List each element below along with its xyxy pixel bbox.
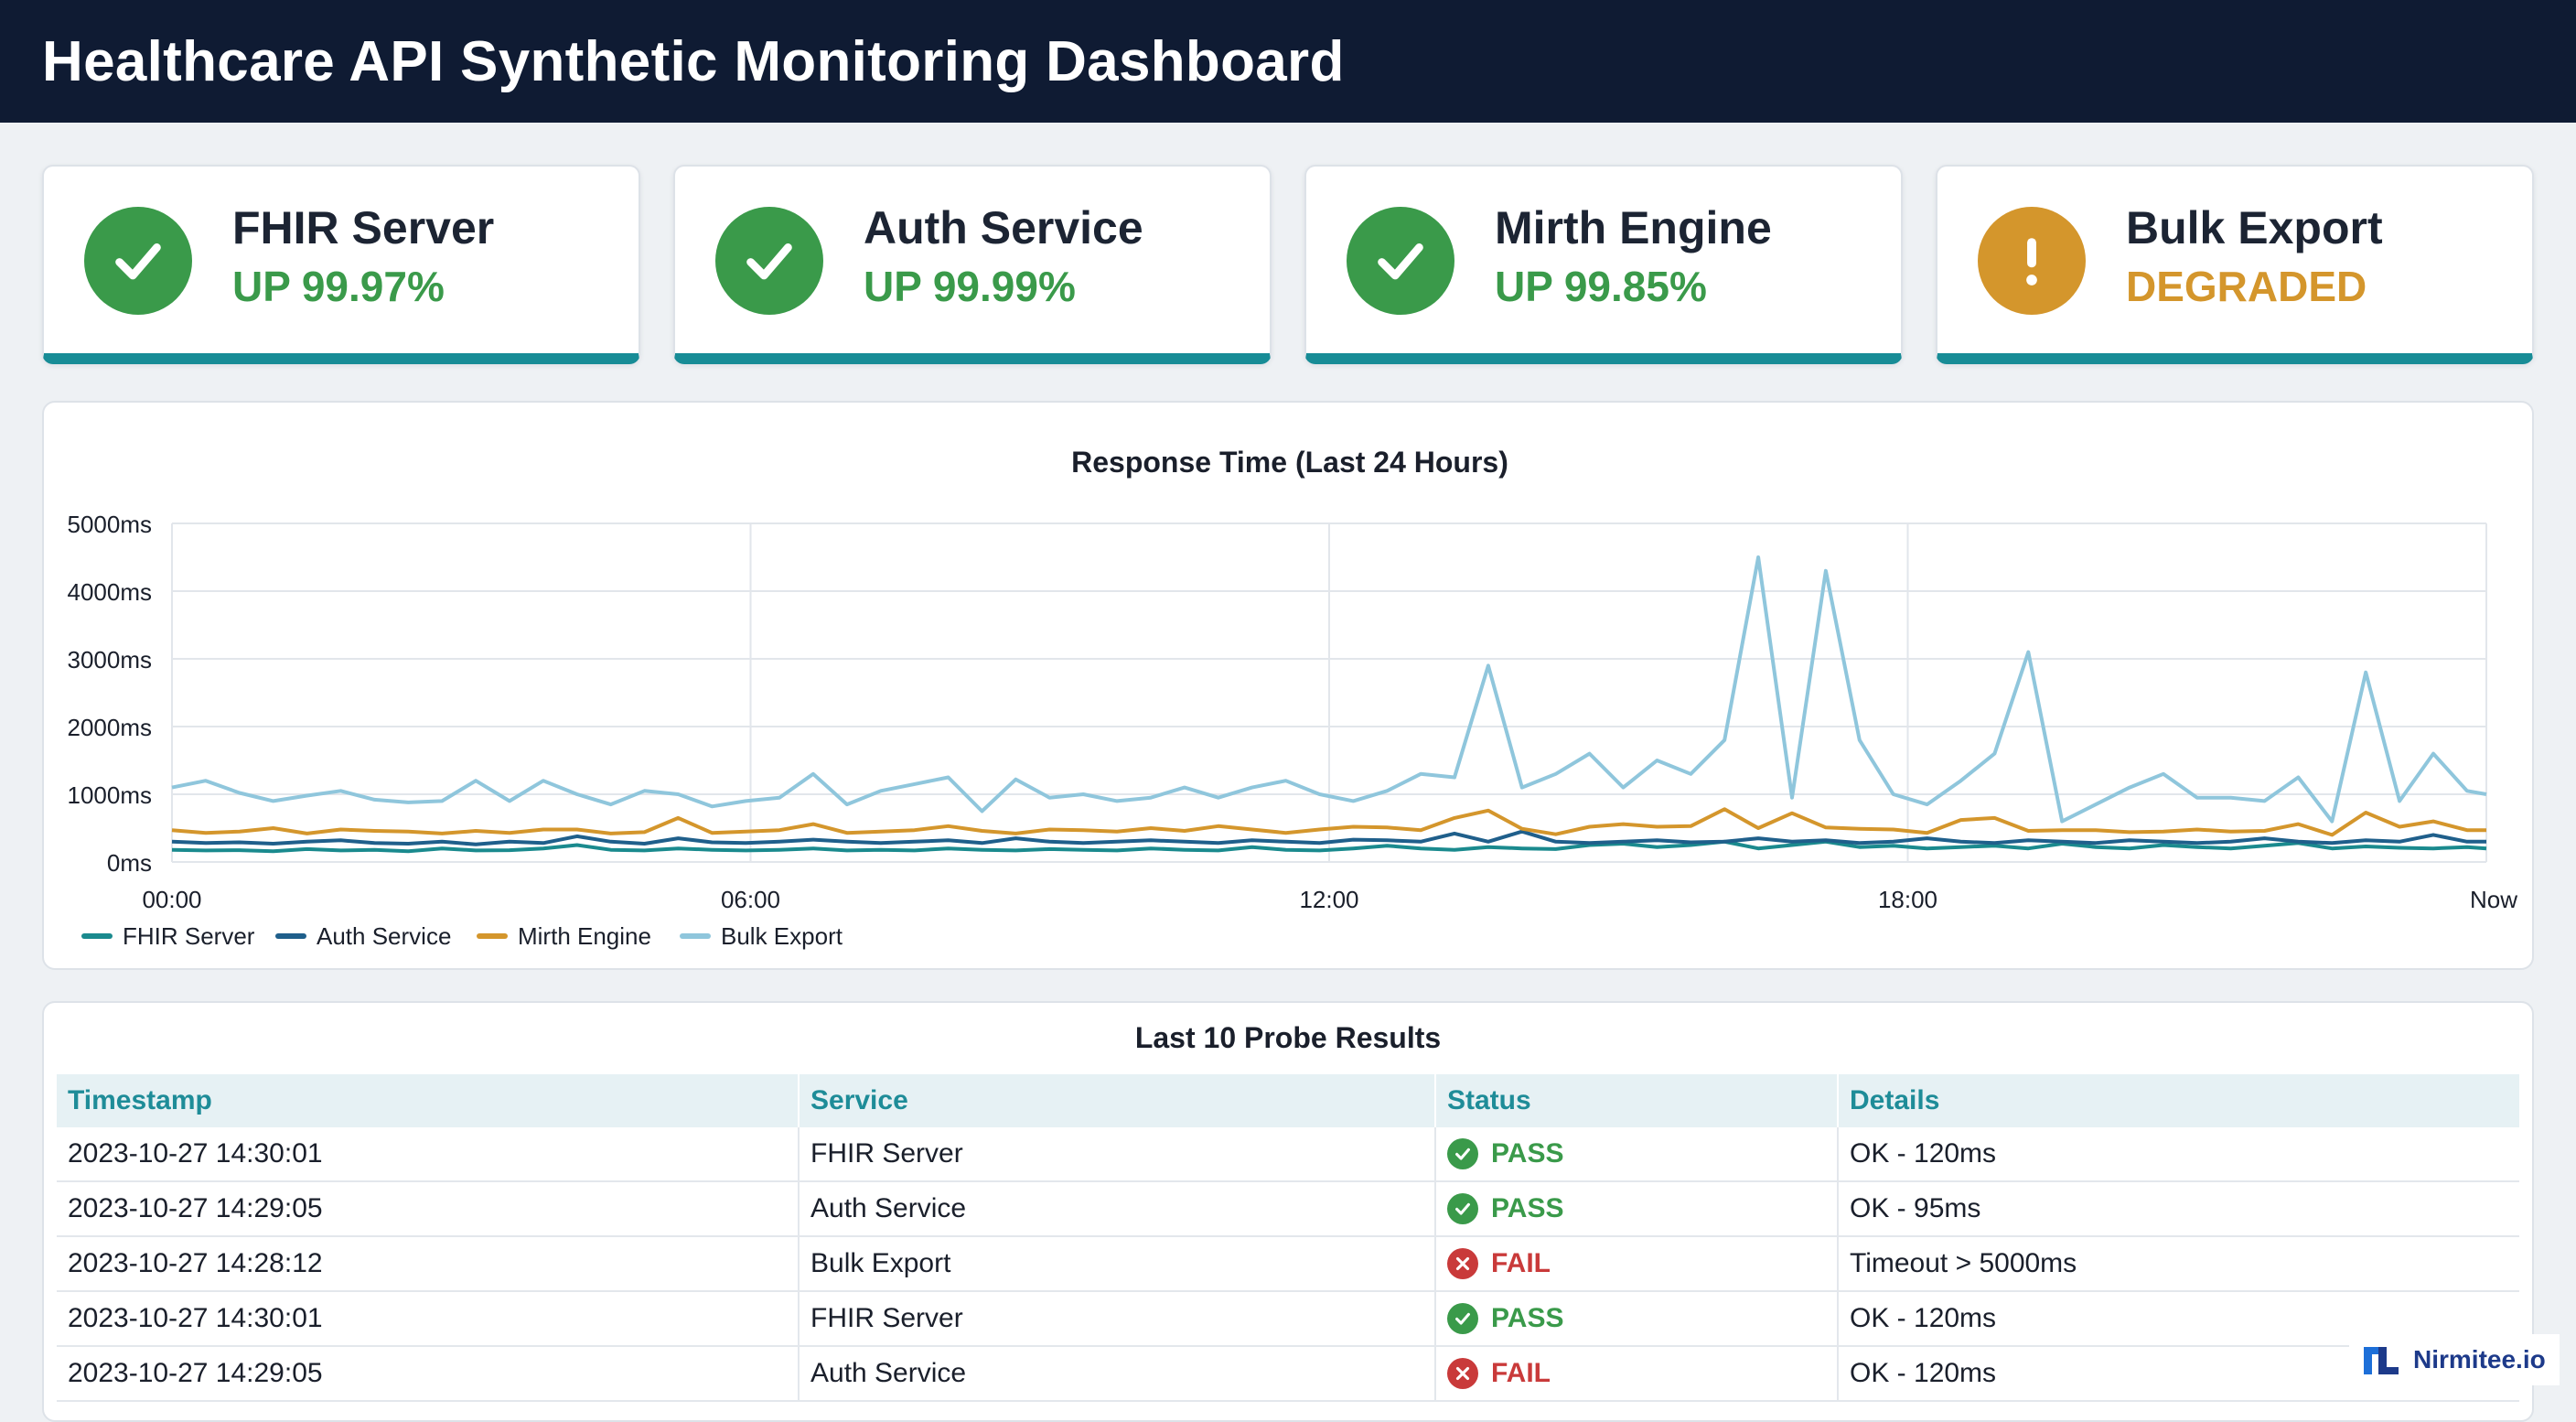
cell-details: OK - 120ms — [1838, 1346, 2519, 1402]
card-uptime-status: UP 99.85% — [1495, 263, 1707, 310]
table-row[interactable]: 2023-10-27 14:29:05 Auth Service FAIL OK - … — [57, 1346, 2519, 1402]
table-header-row: Timestamp Service Status Details — [57, 1074, 2519, 1127]
status-text: FAIL — [1491, 1248, 1551, 1278]
cell-details: Timeout > 5000ms — [1838, 1236, 2519, 1292]
legend-label: Auth Service — [317, 922, 451, 950]
status-text: PASS — [1491, 1193, 1564, 1223]
cell-details: OK - 120ms — [1838, 1127, 2519, 1182]
y-tick-label: 5000ms — [68, 511, 153, 538]
y-tick-label: 4000ms — [68, 578, 153, 606]
page-title: Healthcare API Synthetic Monitoring Dash… — [42, 29, 1345, 93]
response-time-chart: Response Time (Last 24 Hours) 0ms 1000ms 2… — [68, 446, 2518, 950]
cell-details: OK - 120ms — [1838, 1291, 2519, 1347]
y-tick-label: 2000ms — [68, 714, 153, 741]
app-header: Healthcare API Synthetic Monitoring Dash… — [0, 0, 2576, 123]
status-cards: FHIR Server UP 99.97% Auth Service UP 99… — [42, 165, 2534, 364]
y-tick-label: 0ms — [107, 849, 152, 877]
status-card-auth-service[interactable]: Auth Service UP 99.99% — [673, 165, 1272, 364]
table-row[interactable]: 2023-10-27 14:29:05 Auth Service PASS OK - … — [57, 1181, 2519, 1237]
cell-status: FAIL — [1435, 1346, 1839, 1402]
series-line-bulk-export — [171, 555, 2487, 824]
check-icon — [84, 207, 192, 315]
table-row[interactable]: 2023-10-27 14:30:01 FHIR Server PASS OK - 1… — [57, 1291, 2519, 1347]
card-service-name: Auth Service — [864, 202, 1143, 253]
status-card-fhir-server[interactable]: FHIR Server UP 99.97% — [42, 165, 640, 364]
check-circle-icon — [1447, 1303, 1478, 1334]
exclamation-icon — [1978, 207, 2086, 315]
x-tick-label: 00:00 — [142, 886, 201, 913]
series-line-mirth-engine — [171, 807, 2486, 837]
card-service-name: Bulk Export — [2126, 202, 2383, 253]
x-circle-icon — [1447, 1358, 1478, 1389]
cell-details: OK - 95ms — [1838, 1181, 2519, 1237]
probe-results-panel: Last 10 Probe Results Timestamp Service … — [42, 1001, 2534, 1422]
legend-item[interactable]: FHIR Server — [81, 922, 255, 950]
x-circle-icon — [1447, 1248, 1478, 1279]
cell-status: PASS — [1435, 1127, 1839, 1182]
chart-title: Response Time (Last 24 Hours) — [1071, 446, 1508, 479]
cell-timestamp: 2023-10-27 14:28:12 — [57, 1236, 800, 1292]
table-row[interactable]: 2023-10-27 14:28:12 Bulk Export FAIL Timeou… — [57, 1236, 2519, 1292]
card-uptime-status: DEGRADED — [2126, 263, 2367, 310]
y-tick-label: 1000ms — [68, 781, 153, 809]
cell-timestamp: 2023-10-27 14:29:05 — [57, 1181, 800, 1237]
column-header-details[interactable]: Details — [1838, 1074, 2519, 1127]
cell-service: Bulk Export — [799, 1236, 1436, 1292]
legend-label: Bulk Export — [721, 922, 843, 950]
brand-logo: Nirmitee.io — [2349, 1334, 2560, 1385]
legend-label: Mirth Engine — [518, 922, 651, 950]
cell-timestamp: 2023-10-27 14:29:05 — [57, 1346, 800, 1402]
card-uptime-status: UP 99.99% — [864, 263, 1076, 310]
cell-timestamp: 2023-10-27 14:30:01 — [57, 1127, 800, 1182]
status-card-mirth-engine[interactable]: Mirth Engine UP 99.85% — [1304, 165, 1903, 364]
series-line-auth-service — [171, 829, 2486, 846]
check-icon — [715, 207, 823, 315]
series-line-fhir-server — [171, 839, 2487, 854]
card-service-name: Mirth Engine — [1495, 202, 1772, 253]
legend-item[interactable]: Auth Service — [275, 922, 451, 950]
status-text: FAIL — [1491, 1358, 1551, 1388]
status-text: PASS — [1491, 1303, 1564, 1333]
status-card-bulk-export[interactable]: Bulk Export DEGRADED — [1936, 165, 2534, 364]
table-row[interactable]: 2023-10-27 14:30:01 FHIR Server PASS OK - 1… — [57, 1127, 2519, 1182]
y-tick-label: 3000ms — [68, 646, 153, 673]
check-circle-icon — [1447, 1138, 1478, 1169]
column-header-status[interactable]: Status — [1435, 1074, 1839, 1127]
column-header-service[interactable]: Service — [799, 1074, 1436, 1127]
check-circle-icon — [1447, 1193, 1478, 1224]
status-text: PASS — [1491, 1138, 1564, 1169]
column-header-timestamp[interactable]: Timestamp — [57, 1074, 800, 1127]
card-uptime-status: UP 99.97% — [232, 263, 445, 310]
cell-timestamp: 2023-10-27 14:30:01 — [57, 1291, 800, 1347]
cell-service: FHIR Server — [799, 1127, 1436, 1182]
table-title: Last 10 Probe Results — [1134, 1021, 1442, 1054]
response-time-chart-panel: Response Time (Last 24 Hours) 0ms 1000ms 2… — [42, 401, 2534, 970]
check-icon — [1347, 207, 1454, 315]
card-service-name: FHIR Server — [232, 202, 495, 253]
legend-label: FHIR Server — [123, 922, 255, 950]
probe-results-table: Timestamp Service Status Details 2023-10… — [57, 1074, 2519, 1402]
brand-name: Nirmitee.io — [2413, 1345, 2546, 1374]
legend-item[interactable]: Mirth Engine — [477, 922, 651, 950]
x-tick-label: Now — [2470, 886, 2517, 913]
cell-service: Auth Service — [799, 1346, 1436, 1402]
x-tick-label: 06:00 — [721, 886, 780, 913]
cell-status: PASS — [1435, 1291, 1839, 1347]
cell-status: FAIL — [1435, 1236, 1839, 1292]
cell-service: FHIR Server — [799, 1291, 1436, 1347]
legend-item[interactable]: Bulk Export — [680, 922, 843, 950]
cell-status: PASS — [1435, 1181, 1839, 1237]
cell-service: Auth Service — [799, 1181, 1436, 1237]
x-tick-label: 12:00 — [1299, 886, 1358, 913]
brand-mark-icon — [2364, 1347, 2399, 1374]
x-tick-label: 18:00 — [1878, 886, 1937, 913]
